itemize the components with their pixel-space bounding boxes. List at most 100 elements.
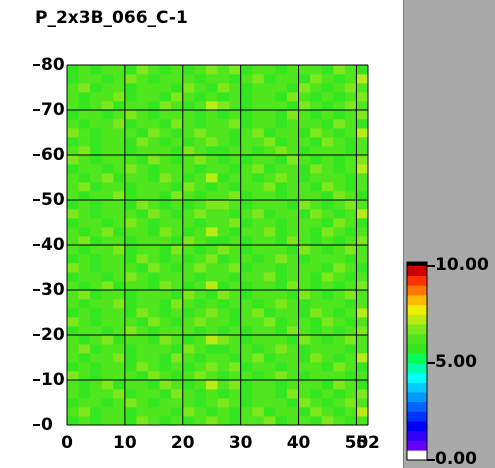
heat-cell — [124, 209, 137, 219]
heat-cell — [275, 227, 288, 237]
heat-cell — [124, 407, 137, 417]
heat-cell — [263, 272, 276, 282]
heat-cell — [252, 407, 265, 417]
heat-cell — [333, 272, 346, 282]
heat-cell — [194, 146, 207, 156]
heat-cell — [229, 146, 242, 156]
heat-cell — [298, 227, 311, 237]
heat-cell — [171, 308, 184, 318]
heat-cell — [310, 371, 323, 381]
heat-cell — [229, 353, 242, 363]
heat-cell — [286, 353, 299, 363]
heat-cell — [148, 308, 161, 318]
heat-cell — [159, 200, 172, 210]
heat-cell — [113, 218, 126, 228]
heat-cell — [240, 380, 253, 390]
heat-cell — [275, 101, 288, 111]
heat-cell — [344, 191, 357, 201]
heat-cell — [333, 398, 346, 408]
heat-cell — [344, 101, 357, 111]
heat-cell — [148, 83, 161, 93]
heat-cell — [275, 155, 288, 165]
heat-cell — [101, 335, 114, 345]
heat-cell — [252, 191, 265, 201]
heat-cell — [205, 209, 218, 219]
heat-cell — [252, 146, 265, 156]
heat-cell — [171, 371, 184, 381]
heat-cell — [333, 308, 346, 318]
heat-cell — [67, 137, 79, 147]
heat-cell — [344, 308, 357, 318]
heat-cell — [171, 398, 184, 408]
heat-cell — [136, 281, 149, 291]
heat-cell — [229, 173, 242, 183]
heat-cell — [263, 416, 276, 426]
heat-cell — [229, 398, 242, 408]
heat-cell — [194, 227, 207, 237]
heat-cell — [159, 236, 172, 246]
heat-cell — [67, 83, 79, 93]
heat-cell — [344, 335, 357, 345]
colorbar-step — [407, 275, 427, 286]
heat-cell — [194, 74, 207, 84]
heat-cell — [136, 416, 149, 426]
colorbar-step — [407, 343, 427, 354]
colorbar-step — [407, 450, 427, 461]
heat-cell — [275, 200, 288, 210]
heat-cell — [101, 371, 114, 381]
heat-cell — [275, 308, 288, 318]
colorbar-step — [407, 382, 427, 393]
heat-cell — [182, 344, 195, 354]
heat-cell — [263, 110, 276, 120]
heat-cell — [275, 272, 288, 282]
heat-cell — [171, 407, 184, 417]
heat-cell — [321, 389, 334, 399]
heat-cell — [263, 245, 276, 255]
heat-cell — [263, 389, 276, 399]
heat-cell — [194, 281, 207, 291]
heat-cell — [240, 236, 253, 246]
heat-cell — [194, 164, 207, 174]
heat-cell — [148, 236, 161, 246]
heat-cell — [67, 245, 79, 255]
heat-cell — [182, 362, 195, 372]
heat-cell — [148, 254, 161, 264]
heat-cell — [159, 74, 172, 84]
heat-cell — [252, 263, 265, 273]
heat-cell — [275, 119, 288, 129]
heat-cell — [182, 110, 195, 120]
heat-cell — [229, 128, 242, 138]
heat-cell — [217, 92, 230, 102]
heat-cell — [78, 182, 91, 192]
heat-cell — [182, 137, 195, 147]
heat-cell — [298, 272, 311, 282]
heat-cell — [275, 209, 288, 219]
colorbar-step — [407, 372, 427, 383]
heat-cell — [333, 227, 346, 237]
heat-cell — [286, 137, 299, 147]
heat-cell — [263, 218, 276, 228]
heat-cell — [240, 254, 253, 264]
heat-cell — [286, 407, 299, 417]
heat-cell — [124, 380, 137, 390]
heat-cell — [205, 281, 218, 291]
heat-cell — [321, 155, 334, 165]
heat-cell — [321, 398, 334, 408]
heat-cell — [171, 335, 184, 345]
heat-cell — [286, 380, 299, 390]
heat-cell — [90, 281, 103, 291]
heat-cell — [205, 335, 218, 345]
heat-cell — [205, 137, 218, 147]
heat-cell — [194, 173, 207, 183]
heat-cell — [229, 65, 242, 75]
heat-cell — [78, 308, 91, 318]
heat-cell — [298, 299, 311, 309]
heat-cell — [194, 137, 207, 147]
heat-cell — [159, 101, 172, 111]
heat-cell — [182, 416, 195, 426]
heat-cell — [205, 218, 218, 228]
heat-cell — [286, 389, 299, 399]
heat-cell — [113, 371, 126, 381]
heat-cell — [229, 380, 242, 390]
heat-cell — [101, 209, 114, 219]
